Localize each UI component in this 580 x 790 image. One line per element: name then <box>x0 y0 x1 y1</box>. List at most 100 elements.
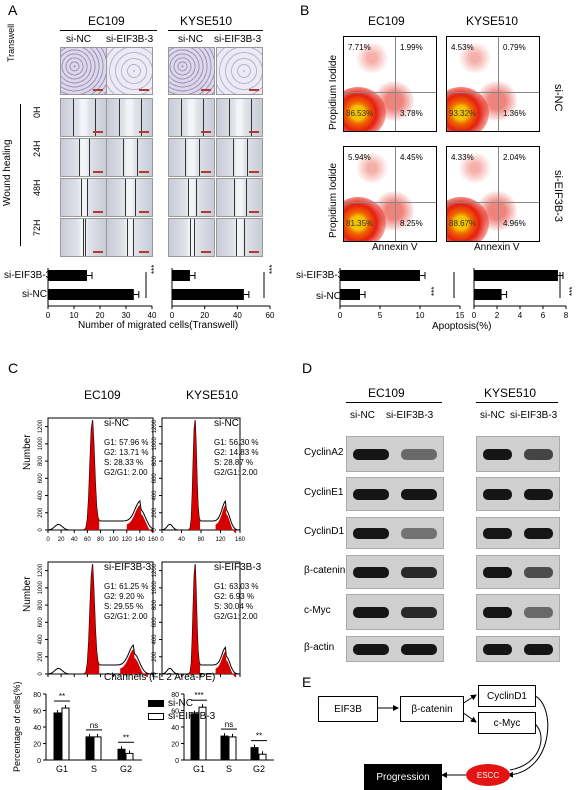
c-y-tick-label: 200 <box>152 651 158 662</box>
d-band <box>483 567 512 578</box>
a-wound-edge <box>233 179 235 216</box>
c-hist-xlabel: Channels (FL 2 Area-PE) <box>104 672 216 683</box>
a-wound-edge <box>250 99 252 136</box>
d-band <box>524 567 553 578</box>
c-hist-stat: G1: 56.30 % <box>214 438 259 447</box>
b-flow-scatter <box>477 81 517 121</box>
c-y-tick-label: 600 <box>38 473 44 484</box>
bar-tick-label: 20 <box>96 311 105 320</box>
c-sig-label: ** <box>256 732 262 741</box>
c-x-tick-label: 80 <box>97 537 104 543</box>
e-node-progression: Progression <box>364 764 442 790</box>
a-transwell-image <box>106 47 153 95</box>
c-bar-tick-label: 20 <box>33 742 41 749</box>
b-quadrant-lr: 4.96% <box>503 219 526 228</box>
bar-tick-label: 0 <box>170 311 175 320</box>
a-wound-edge <box>86 179 88 216</box>
b-flow-scatter <box>374 81 414 121</box>
c-bar-si-nc-s <box>220 735 229 761</box>
a-wound-image <box>216 218 263 257</box>
a-group-label: si-EIF3B-3 <box>214 34 262 45</box>
c-x-tick-label: 0 <box>160 537 164 543</box>
c-y-tick-label: 1000 <box>38 581 44 595</box>
c-cellline-kyse510: KYSE510 <box>186 388 239 402</box>
a-time-48h: 48H <box>32 179 42 196</box>
a-transwell-image <box>168 47 215 95</box>
c-sig-label: ns <box>90 721 98 730</box>
b-gate-v <box>498 147 499 241</box>
panel-c-label: C <box>8 360 19 376</box>
bar-si-eif3b-3 <box>474 270 558 281</box>
b-flow-plot: 4.53% 0.79% 93.32% 1.36% <box>446 36 540 132</box>
b-quadrant-ur: 1.99% <box>400 43 423 52</box>
d-band <box>524 489 553 500</box>
c-bar-si-eif3b-3-s <box>228 736 237 761</box>
a-time-24h: 24H <box>32 140 42 157</box>
d-band <box>353 567 389 578</box>
c-y-tick-label: 1200 <box>38 563 44 577</box>
c-x-tick-label: 100 <box>109 537 120 543</box>
d-band <box>353 449 389 460</box>
a-wound-edge <box>82 219 84 256</box>
a-scale-bar <box>201 131 211 133</box>
b-flow-scatter <box>354 43 390 73</box>
d-protein-label: β-actin <box>304 642 335 653</box>
a-scale-bar <box>249 131 259 133</box>
bar-tick-label: 40 <box>148 311 157 320</box>
c-bar-category: G2 <box>253 764 265 774</box>
c-hist-line <box>47 564 154 675</box>
bar-si-eif3b-3 <box>172 270 190 281</box>
c-hist-stat: S: 29.55 % <box>104 602 144 611</box>
a-wound-image <box>216 178 263 217</box>
a-scale-bar <box>93 211 103 213</box>
b-flow-scatter <box>374 191 414 231</box>
c-y-tick-label: 1000 <box>152 581 158 595</box>
b-flow-scatter <box>354 153 390 183</box>
d-band <box>353 489 389 500</box>
a-cellline-kyse510: KYSE510 <box>180 14 233 28</box>
c-hist-line <box>161 564 241 675</box>
d-band <box>353 607 389 618</box>
a-scale-bar <box>93 89 103 91</box>
c-hist-name: si-EIF3B-3 <box>104 562 152 573</box>
a-transwell-image <box>60 47 107 95</box>
c-bar-tick-label: 60 <box>171 709 179 716</box>
bar-tick-label: 10 <box>416 311 425 320</box>
c-y-tick-label: 200 <box>152 507 158 518</box>
a-scale-bar <box>201 171 211 173</box>
c-y-tick-label: 800 <box>152 455 158 466</box>
a-wound-edge <box>193 219 195 256</box>
c-bar-si-eif3b-3-g1 <box>61 707 70 761</box>
a-wound-image <box>60 138 107 177</box>
c-hist-line <box>161 420 241 531</box>
a-scale-bar <box>201 251 211 253</box>
bar-si-nc <box>474 289 502 300</box>
c-hist-stat: G2: 9.20 % <box>104 592 145 601</box>
d-blot-ec109 <box>346 517 444 549</box>
c-hist-name: si-NC <box>214 418 239 429</box>
a-row-wound-healing: Wound healing <box>2 139 13 206</box>
a-wound-edge <box>180 99 182 136</box>
c-hist-g1-fill <box>189 564 201 674</box>
d-band <box>524 449 553 460</box>
c-y-tick-label: 1200 <box>38 419 44 433</box>
c-y-tick-label: 400 <box>152 634 158 645</box>
d-blot-ec109 <box>346 636 444 662</box>
a-wound-edge <box>118 99 120 136</box>
c-cellline-ec109: EC109 <box>84 388 121 402</box>
e-node-cyclind1: CyclinD1 <box>478 685 536 707</box>
b-row-si-eif3b-3: si-EIF3B-3 <box>552 170 564 222</box>
a-wound-edge <box>187 179 189 216</box>
a-wound-edge <box>246 139 248 176</box>
c-y-tick-label: 0 <box>152 672 158 676</box>
d-group-label: si-NC <box>480 410 505 421</box>
d-protein-label: β-catenin <box>304 565 346 576</box>
a-bar-label-si-nc: si-NC <box>22 289 47 300</box>
panel-d-label: D <box>302 360 313 376</box>
b-gate-v <box>395 147 396 241</box>
c-hist-stat: S: 28.33 % <box>104 458 144 467</box>
d-blot-kyse510 <box>476 436 560 472</box>
d-protein-label: CyclinE1 <box>304 487 344 498</box>
bar-tick-label: 5 <box>378 311 383 320</box>
d-band <box>401 567 437 578</box>
